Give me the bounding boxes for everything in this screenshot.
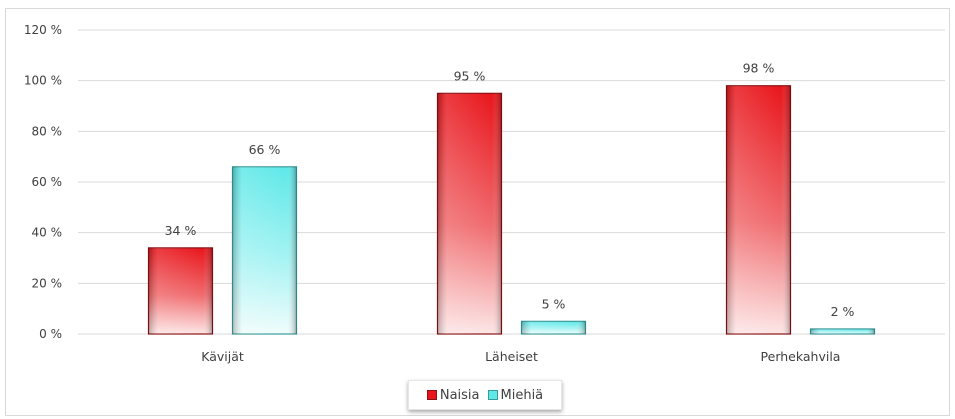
y-tick-label: 40 % (32, 226, 63, 240)
data-label: 34 % (165, 223, 197, 238)
y-tick-label: 60 % (32, 175, 63, 189)
bar-shading (726, 85, 791, 334)
y-axis-ticks: 0 % 20 % 40 % 60 % 80 % 100 % 120 % (24, 23, 62, 341)
legend: Naisia Miehiä (408, 380, 562, 410)
x-tick-label: Läheiset (485, 349, 538, 364)
bar-shading (810, 328, 875, 334)
y-tick-label: 0 % (39, 327, 62, 341)
data-label: 5 % (542, 296, 566, 311)
bar-shading (437, 93, 502, 334)
y-tick-label: 120 % (24, 23, 62, 37)
legend-label-naisia: Naisia (439, 387, 480, 403)
bar-shading (232, 166, 297, 334)
legend-swatch-naisia (426, 390, 437, 400)
y-tick-label: 100 % (24, 74, 62, 88)
legend-swatch-miehia (487, 390, 498, 400)
gridlines (78, 29, 945, 335)
bar-shading (148, 247, 213, 334)
x-tick-label: Kävijät (201, 349, 244, 364)
data-label: 95 % (454, 68, 486, 83)
data-labels: 34 % 66 % 95 % 5 % 98 % 2 % (165, 61, 855, 319)
bars (147, 85, 876, 335)
data-label: 66 % (249, 142, 281, 157)
legend-label-miehia: Miehiä (500, 387, 544, 403)
data-label: 2 % (831, 304, 855, 319)
legend-item-miehia: Miehiä (487, 387, 544, 403)
x-tick-label: Perhekahvila (761, 349, 841, 364)
data-label: 98 % (743, 61, 775, 76)
y-tick-label: 80 % (32, 124, 63, 138)
legend-item-naisia: Naisia (426, 387, 480, 403)
bar-shading (521, 321, 586, 334)
y-tick-label: 20 % (32, 276, 63, 290)
x-axis-categories: Kävijät Läheiset Perhekahvila (201, 349, 840, 364)
